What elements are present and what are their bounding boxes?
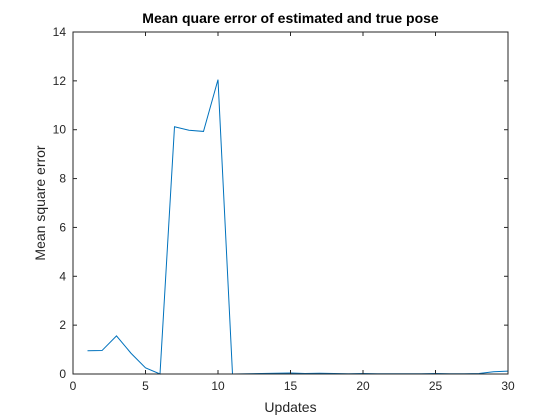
x-tick-label: 30 xyxy=(501,379,515,393)
data-point xyxy=(174,126,175,127)
data-point xyxy=(145,367,146,368)
x-tick-label: 15 xyxy=(284,379,298,393)
x-tick-label: 0 xyxy=(70,379,77,393)
y-tick-label: 6 xyxy=(59,220,66,234)
y-tick-label: 2 xyxy=(59,318,66,332)
x-tick-label: 10 xyxy=(211,379,225,393)
y-tick-label: 8 xyxy=(59,172,66,186)
x-tick-label: 20 xyxy=(356,379,370,393)
data-point xyxy=(101,350,102,351)
x-axis-label: Updates xyxy=(264,399,316,415)
y-tick-label: 12 xyxy=(53,74,67,88)
x-tick-label: 25 xyxy=(429,379,443,393)
plot-area xyxy=(73,32,508,374)
y-tick-label: 10 xyxy=(53,123,67,137)
y-tick-label: 0 xyxy=(59,367,66,381)
data-point xyxy=(130,353,131,354)
data-point xyxy=(188,130,189,131)
y-axis-label: Mean square error xyxy=(32,145,48,261)
data-point xyxy=(87,350,88,351)
y-tick-label: 4 xyxy=(59,269,66,283)
data-point xyxy=(116,335,117,336)
y-tick-label: 14 xyxy=(53,25,67,39)
data-point xyxy=(217,79,218,80)
x-tick-label: 5 xyxy=(142,379,149,393)
data-point xyxy=(493,371,494,372)
chart-title: Mean quare error of estimated and true p… xyxy=(142,10,439,26)
data-point xyxy=(203,131,204,132)
